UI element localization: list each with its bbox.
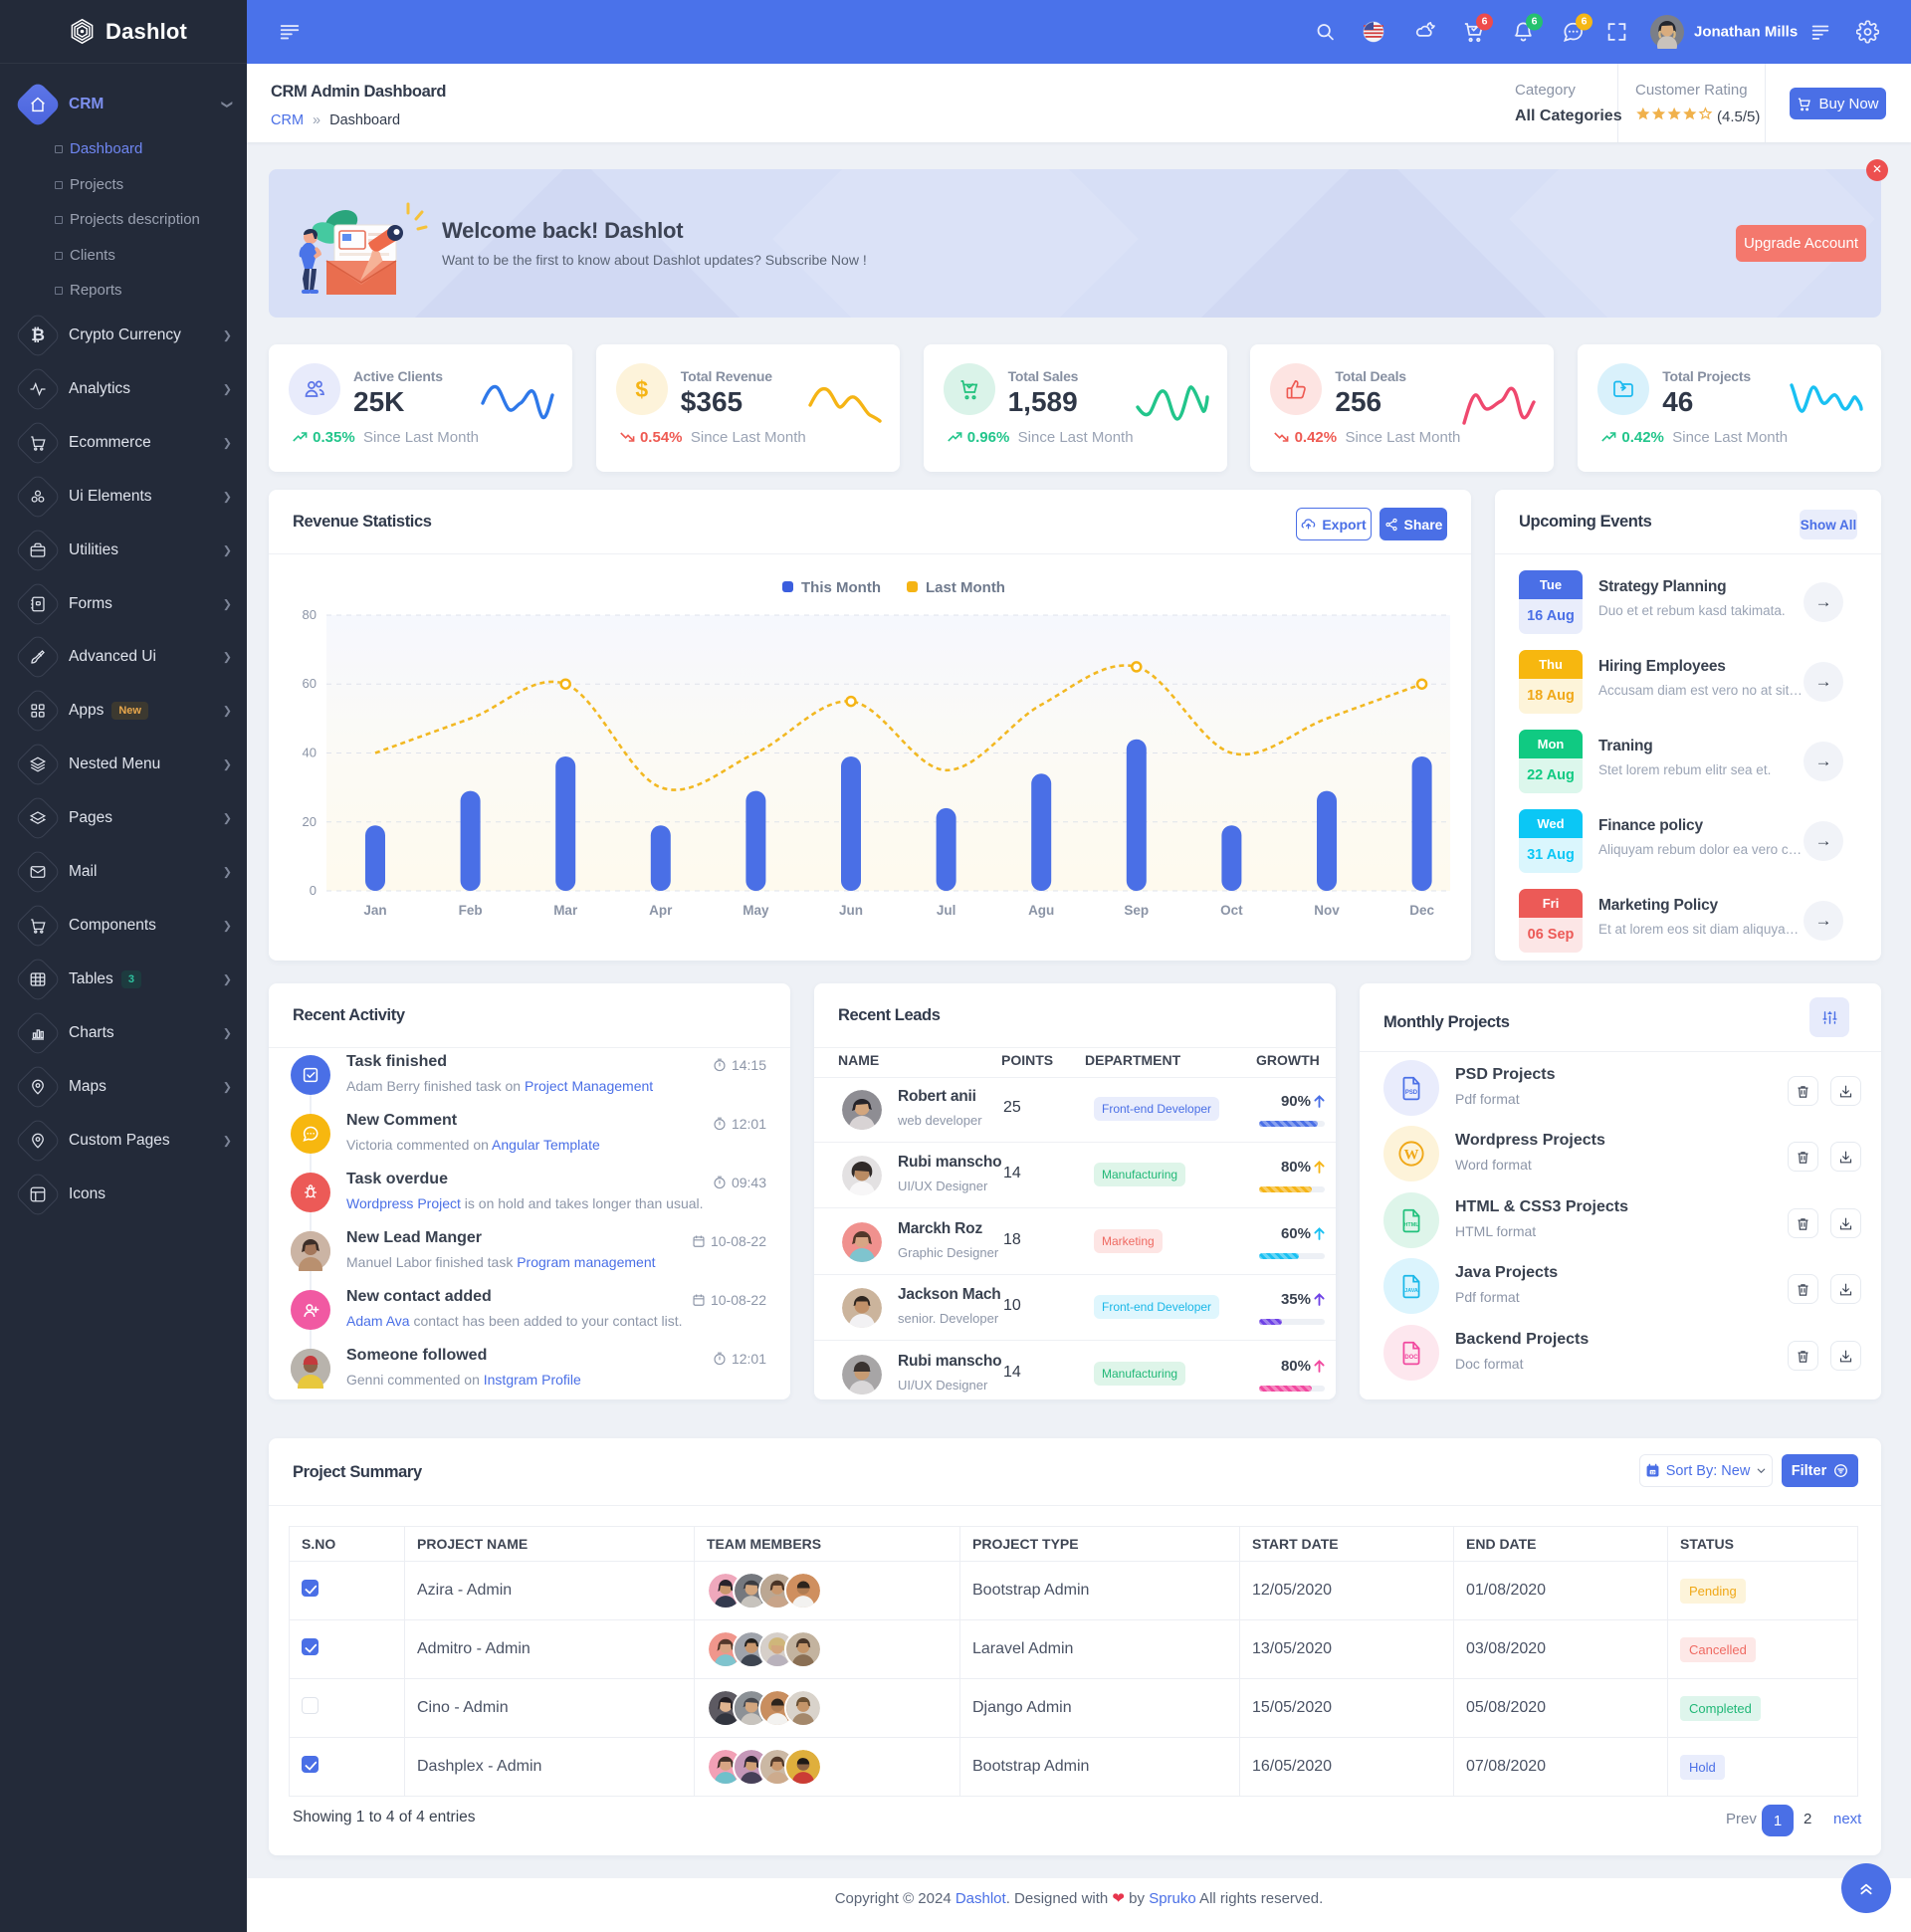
svg-text:W: W bbox=[1404, 1147, 1419, 1163]
svg-text:Dec: Dec bbox=[1409, 903, 1434, 918]
svg-text:40: 40 bbox=[303, 746, 317, 760]
svg-text:20: 20 bbox=[303, 814, 317, 829]
svg-text:60: 60 bbox=[303, 676, 317, 691]
svg-text:May: May bbox=[743, 903, 769, 918]
svg-text:DOC: DOC bbox=[1404, 1355, 1418, 1361]
svg-text:Feb: Feb bbox=[459, 903, 483, 918]
svg-text:PSD: PSD bbox=[1405, 1090, 1418, 1096]
svg-text:80: 80 bbox=[303, 607, 317, 622]
svg-text:Jan: Jan bbox=[363, 903, 386, 918]
svg-text:Sep: Sep bbox=[1124, 903, 1149, 918]
svg-text:Nov: Nov bbox=[1314, 903, 1340, 918]
svg-text:HTML: HTML bbox=[1403, 1222, 1419, 1228]
svg-text:Jul: Jul bbox=[937, 903, 956, 918]
svg-text:Oct: Oct bbox=[1220, 903, 1243, 918]
svg-text:Agu: Agu bbox=[1028, 903, 1054, 918]
svg-text:0: 0 bbox=[310, 883, 317, 898]
svg-text:Mar: Mar bbox=[553, 903, 578, 918]
svg-text:Apr: Apr bbox=[649, 903, 673, 918]
svg-text:19: 19 bbox=[1650, 1470, 1654, 1474]
svg-text:Jun: Jun bbox=[839, 903, 863, 918]
svg-text:JAVA: JAVA bbox=[1404, 1288, 1418, 1294]
